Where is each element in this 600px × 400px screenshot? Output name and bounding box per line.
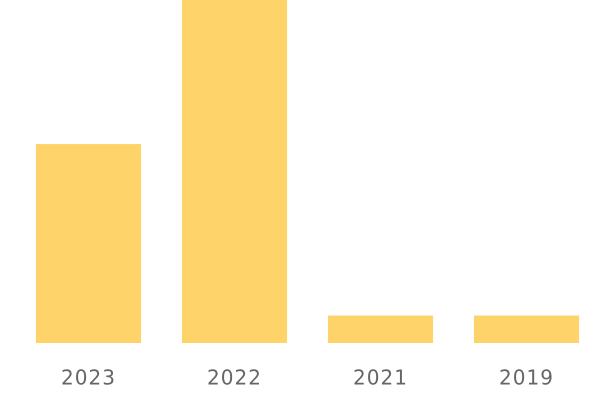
bar	[181, 0, 288, 343]
x-tick-label: 2023	[61, 366, 116, 390]
x-tick-label: 2021	[353, 366, 408, 390]
bar	[473, 315, 580, 343]
x-tick-label: 2019	[499, 366, 554, 390]
bar	[35, 144, 142, 343]
bar	[327, 315, 434, 343]
x-tick-label: 2022	[207, 366, 262, 390]
